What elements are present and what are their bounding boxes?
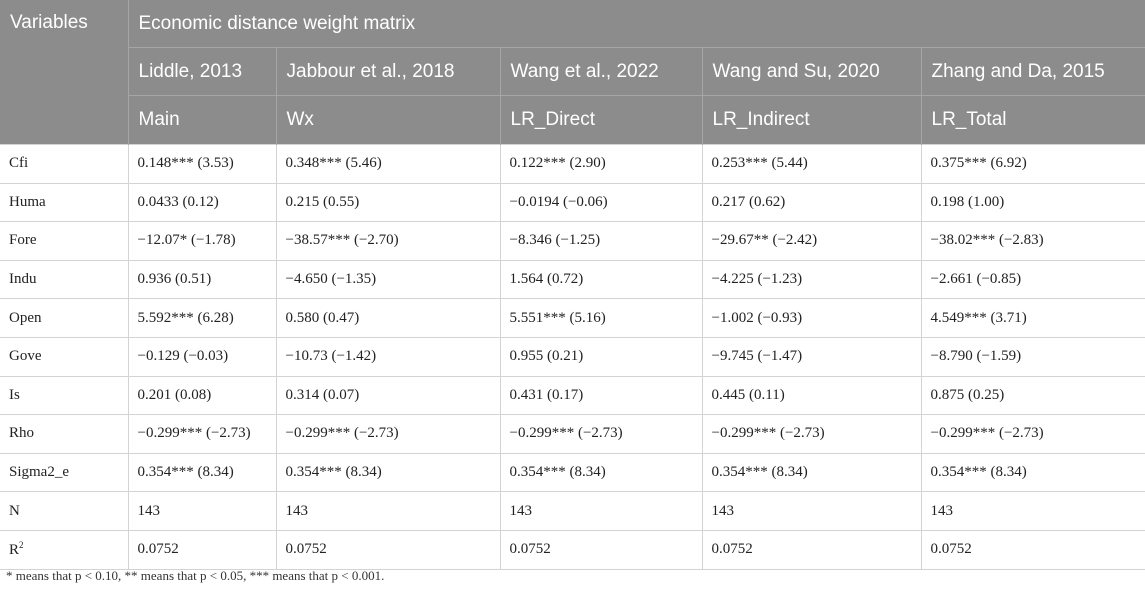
table-cell: 1.564 (0.72) [499, 259, 703, 300]
table-cell: 0.217 (0.62) [701, 182, 922, 223]
table-cell: 0.936 (0.51) [127, 259, 277, 300]
table-row: Sigma2_e 0.354*** (8.34) 0.354*** (8.34)… [0, 452, 1145, 493]
row-label: Indu [0, 259, 129, 300]
table-cell: 0.314 (0.07) [275, 375, 501, 416]
table-cell: 0.0752 [920, 529, 1145, 570]
table-cell: 0.955 (0.21) [499, 336, 703, 377]
reference-header: Wang and Su, 2020 [701, 47, 921, 96]
table-cell: 0.354*** (8.34) [701, 452, 922, 493]
regression-table: Variables Economic distance weight matri… [0, 0, 1145, 570]
r-squared-superscript: 2 [19, 540, 24, 551]
table-cell: 0.0433 (0.12) [127, 182, 277, 223]
table-cell: 0.354*** (8.34) [499, 452, 703, 493]
row-label: Is [0, 375, 129, 416]
table-cell: −1.002 (−0.93) [701, 298, 922, 338]
row-label: R2 [0, 529, 129, 570]
reference-header: Liddle, 2013 [127, 47, 276, 96]
table-cell: 0.354*** (8.34) [275, 452, 501, 493]
table-cell: 143 [499, 491, 703, 531]
table-cell: 0.0752 [127, 529, 277, 570]
table-cell: −0.299*** (−2.73) [275, 414, 501, 454]
table-cell: −8.790 (−1.59) [920, 336, 1145, 377]
table-cell: 0.148*** (3.53) [127, 144, 277, 184]
table-row: R2 0.0752 0.0752 0.0752 0.0752 0.0752 [0, 529, 1145, 570]
column-header: Wx [275, 95, 500, 145]
table-cell: 143 [920, 491, 1145, 531]
table-cell: 4.549*** (3.71) [920, 298, 1145, 338]
row-label: Gove [0, 336, 129, 377]
table-cell: 0.354*** (8.34) [920, 452, 1145, 493]
column-header: Main [127, 95, 276, 145]
table-cell: 0.580 (0.47) [275, 298, 501, 338]
row-label: Open [0, 298, 129, 338]
table-cell: 0.253*** (5.44) [701, 144, 922, 184]
table-header: Variables Economic distance weight matri… [0, 0, 1145, 145]
row-label: Huma [0, 182, 129, 223]
table-cell: 143 [127, 491, 277, 531]
table-row: Huma 0.0433 (0.12) 0.215 (0.55) −0.0194 … [0, 182, 1145, 223]
table-cell: −0.299*** (−2.73) [701, 414, 922, 454]
table-cell: 0.122*** (2.90) [499, 144, 703, 184]
table-cell: 0.375*** (6.92) [920, 144, 1145, 184]
table-row: Rho −0.299*** (−2.73) −0.299*** (−2.73) … [0, 414, 1145, 454]
column-header: LR_Total [920, 95, 1145, 145]
table-cell: 5.592*** (6.28) [127, 298, 277, 338]
table-cell: −8.346 (−1.25) [499, 221, 703, 261]
table-cell: 0.198 (1.00) [920, 182, 1145, 223]
table-row: Fore −12.07* (−1.78) −38.57*** (−2.70) −… [0, 221, 1145, 261]
table-cell: −12.07* (−1.78) [127, 221, 277, 261]
table-cell: 143 [701, 491, 922, 531]
column-header: LR_Indirect [701, 95, 921, 145]
table-cell: 0.431 (0.17) [499, 375, 703, 416]
reference-header: Jabbour et al., 2018 [275, 47, 500, 96]
table-cell: 5.551*** (5.16) [499, 298, 703, 338]
row-label: Fore [0, 221, 129, 261]
variables-header: Variables [0, 0, 128, 145]
table-row: Is 0.201 (0.08) 0.314 (0.07) 0.431 (0.17… [0, 375, 1145, 416]
table-row: N 143 143 143 143 143 [0, 491, 1145, 531]
table-cell: −0.299*** (−2.73) [499, 414, 703, 454]
table-cell: 0.354*** (8.34) [127, 452, 277, 493]
table-cell: 0.875 (0.25) [920, 375, 1145, 416]
row-label: Cfi [0, 144, 129, 184]
table-cell: −9.745 (−1.47) [701, 336, 922, 377]
table-cell: −0.299*** (−2.73) [920, 414, 1145, 454]
table-cell: 0.348*** (5.46) [275, 144, 501, 184]
row-label: Sigma2_e [0, 452, 129, 493]
table-cell: −10.73 (−1.42) [275, 336, 501, 377]
table-cell: 0.215 (0.55) [275, 182, 501, 223]
table-cell: −0.129 (−0.03) [127, 336, 277, 377]
table-cell: 143 [275, 491, 501, 531]
reference-header: Zhang and Da, 2015 [920, 47, 1145, 96]
table-cell: −4.225 (−1.23) [701, 259, 922, 300]
table-cell: 0.201 (0.08) [127, 375, 277, 416]
table-cell: 0.0752 [701, 529, 922, 570]
table-row: Indu 0.936 (0.51) −4.650 (−1.35) 1.564 (… [0, 259, 1145, 300]
table-row: Cfi 0.148*** (3.53) 0.348*** (5.46) 0.12… [0, 144, 1145, 184]
table-cell: −29.67** (−2.42) [701, 221, 922, 261]
table-row: Gove −0.129 (−0.03) −10.73 (−1.42) 0.955… [0, 336, 1145, 377]
group-title: Economic distance weight matrix [127, 0, 1145, 48]
row-label: Rho [0, 414, 129, 454]
table-cell: −38.57*** (−2.70) [275, 221, 501, 261]
table-cell: −0.299*** (−2.73) [127, 414, 277, 454]
r-squared-base: R [9, 542, 20, 559]
row-label: N [0, 491, 129, 531]
table-cell: −2.661 (−0.85) [920, 259, 1145, 300]
table-footnote: * means that p < 0.10, ** means that p <… [6, 568, 385, 583]
reference-header: Wang et al., 2022 [499, 47, 702, 96]
table-cell: 0.0752 [499, 529, 703, 570]
table-cell: 0.0752 [275, 529, 501, 570]
table-body: Cfi 0.148*** (3.53) 0.348*** (5.46) 0.12… [0, 144, 1145, 570]
table-cell: −38.02*** (−2.83) [920, 221, 1145, 261]
table-cell: −4.650 (−1.35) [275, 259, 501, 300]
table-cell: −0.0194 (−0.06) [499, 182, 703, 223]
table-cell: 0.445 (0.11) [701, 375, 922, 416]
column-header: LR_Direct [499, 95, 702, 145]
table-row: Open 5.592*** (6.28) 0.580 (0.47) 5.551*… [0, 298, 1145, 338]
